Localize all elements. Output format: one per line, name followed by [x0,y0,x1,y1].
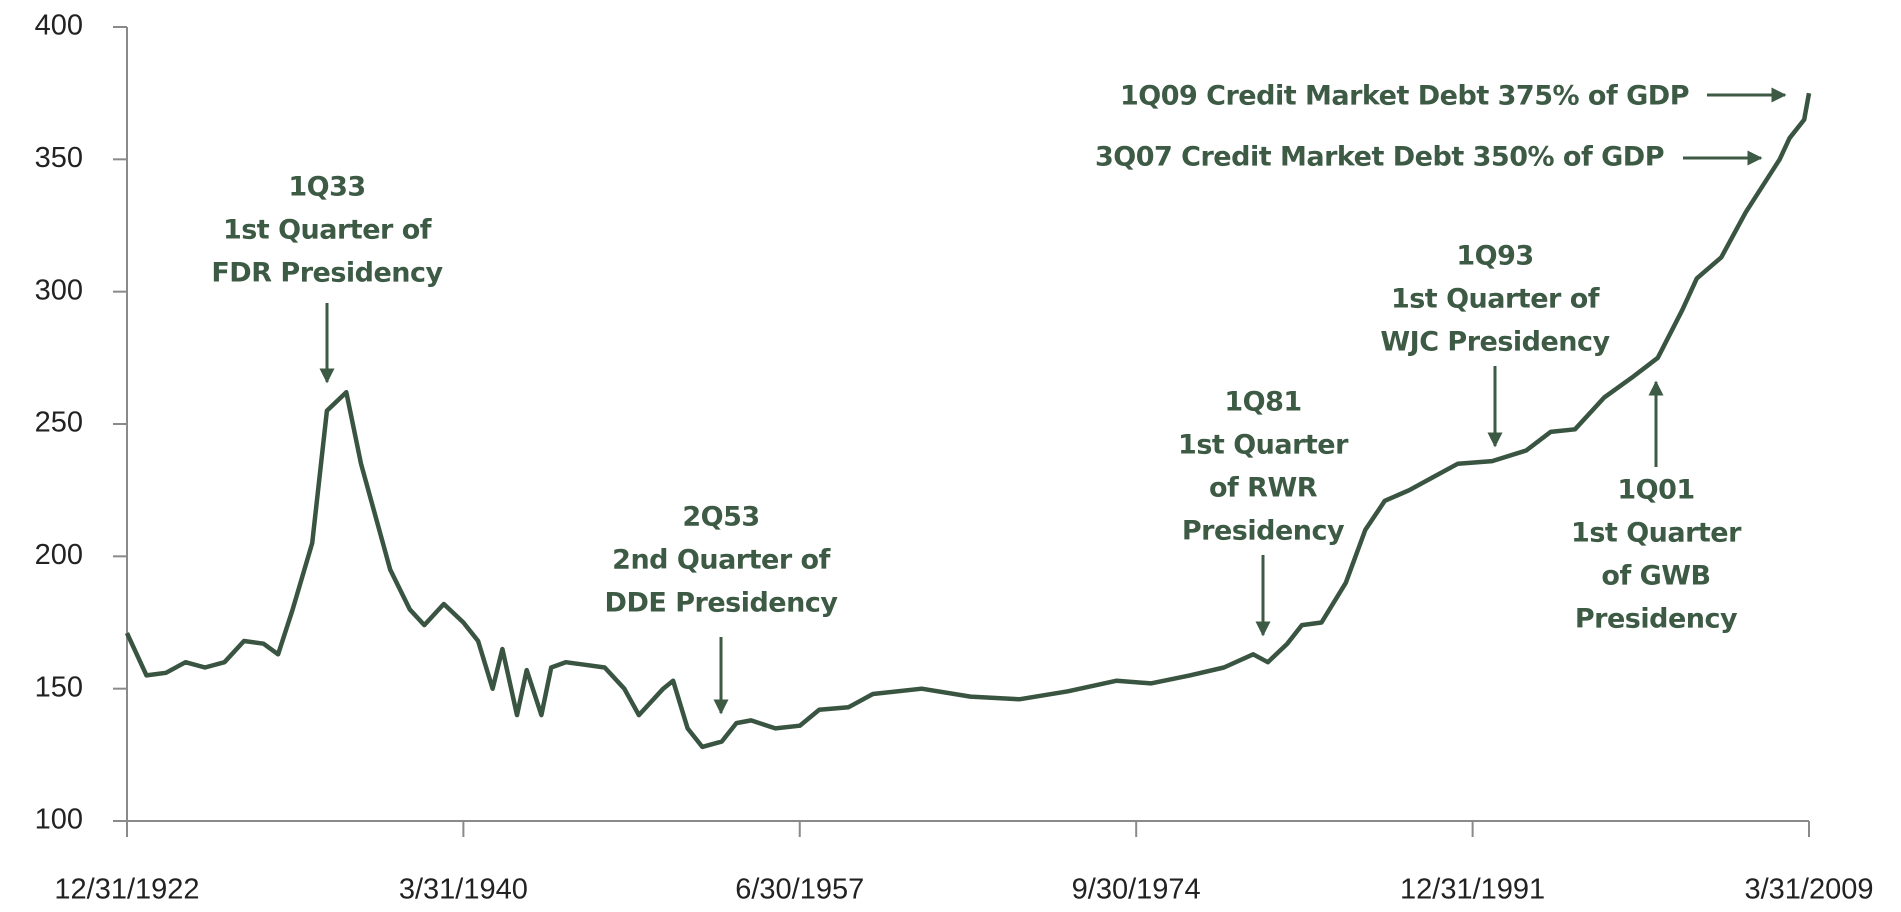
annotation: 1Q01 [1617,475,1694,506]
y-tick-label: 350 [35,142,83,174]
y-tick-label: 400 [35,10,83,42]
annotation: 3Q07 Credit Market Debt 350% of GDP [1095,142,1664,173]
annotation: 1Q93 [1456,241,1533,272]
annotation: 1Q33 [288,172,365,203]
x-tick-label: 3/31/2009 [1744,874,1873,906]
y-tick-label: 200 [35,539,83,571]
annotation: 1Q09 Credit Market Debt 375% of GDP [1120,81,1689,112]
x-tick-label: 9/30/1974 [1072,874,1201,906]
annotation: 1Q81 [1224,387,1301,418]
annotation: DDE Presidency [605,588,839,619]
annotation: 1st Quarter of [1391,284,1600,315]
y-tick-label: 100 [35,804,83,836]
x-tick-label: 12/31/1922 [54,874,199,906]
annotation: Presidency [1575,604,1738,635]
data-line [124,92,1812,750]
annotation: FDR Presidency [211,258,443,289]
y-tick-label: 150 [35,671,83,703]
annotation: WJC Presidency [1380,327,1610,358]
x-tick-label: 3/31/1940 [399,874,528,906]
annotation: Presidency [1182,516,1345,547]
annotation: 2Q53 [682,502,759,533]
annotation: of GWB [1601,561,1710,592]
y-tick-label: 250 [35,407,83,439]
x-tick-label: 6/30/1957 [735,874,864,906]
y-tick-label: 300 [35,274,83,306]
annotation: 1st Quarter [1178,430,1349,461]
annotation: of RWR [1209,473,1318,504]
annotation: 1st Quarter of [223,215,432,246]
annotation: 2nd Quarter of [612,545,830,576]
annotation: 1st Quarter [1571,518,1742,549]
x-tick-label: 12/31/1991 [1400,874,1545,906]
